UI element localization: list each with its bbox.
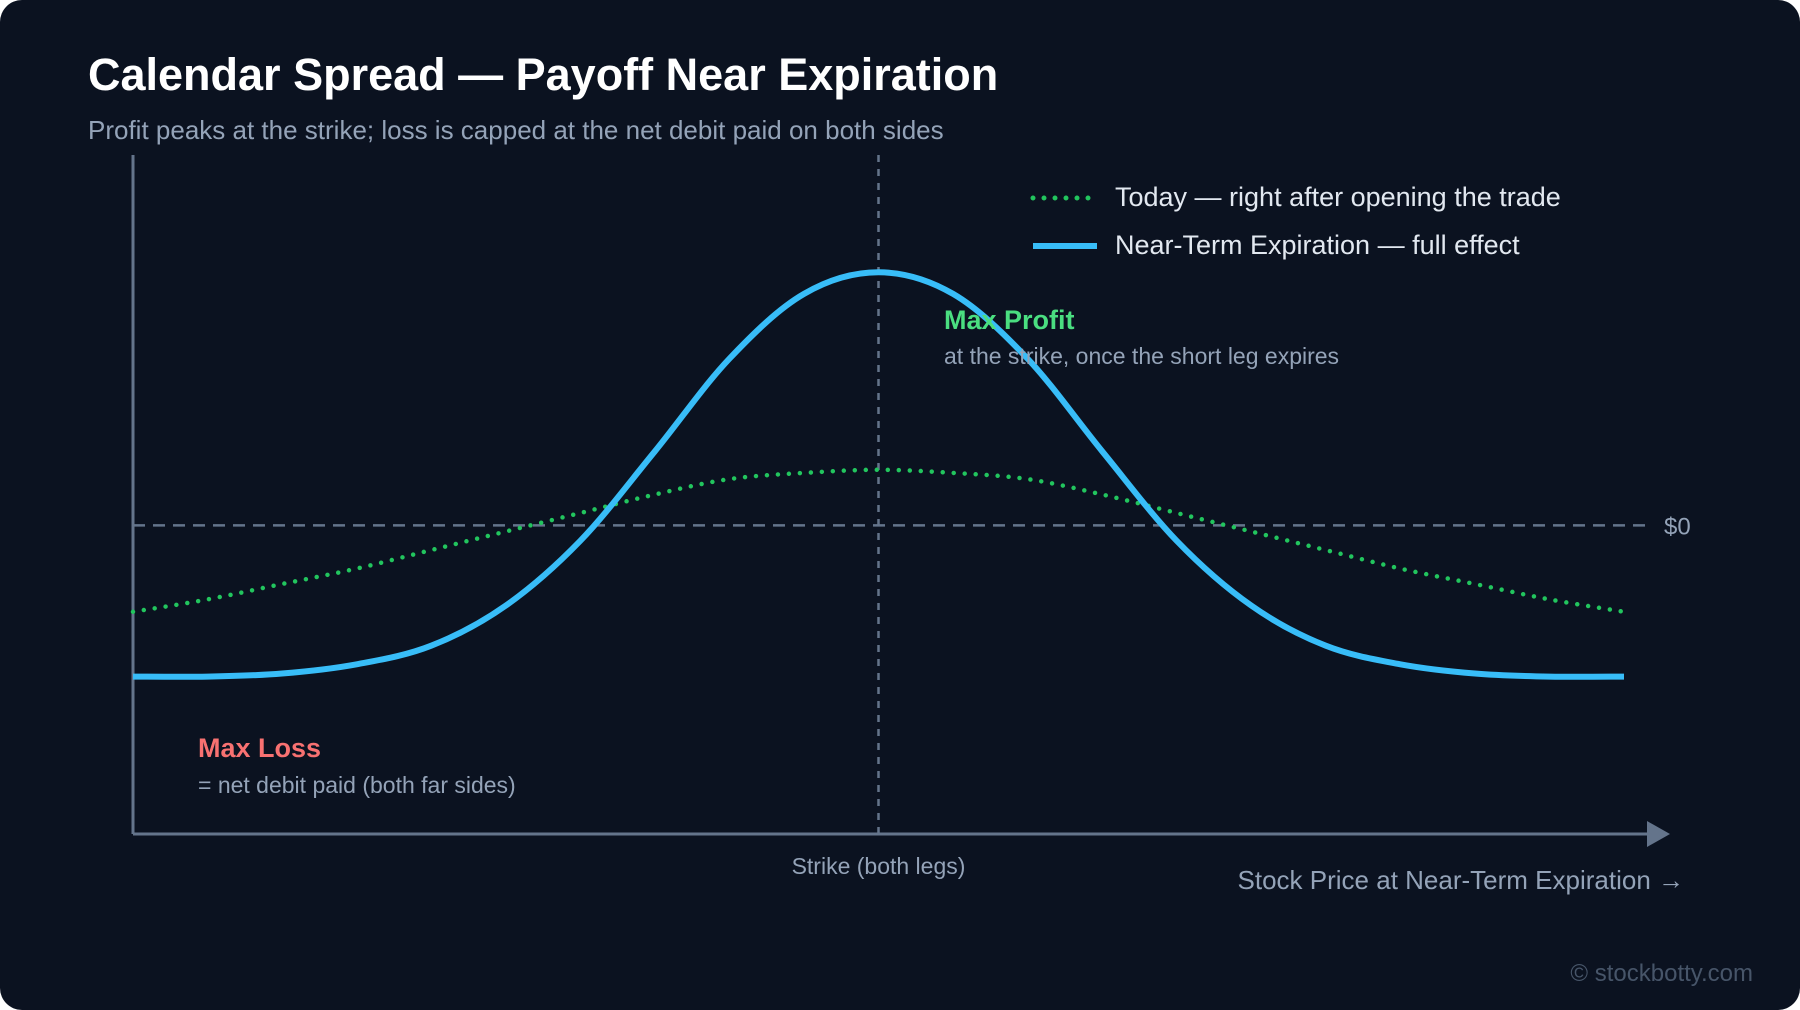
zero-tick-label: $0 xyxy=(1664,513,1691,540)
series-expiration-line xyxy=(132,269,1625,680)
max-loss-note: = net debit paid (both far sides) xyxy=(198,772,516,798)
legend-label-today: Today — right after opening the trade xyxy=(1115,182,1561,212)
strike-tick-label: Strike (both legs) xyxy=(792,853,966,879)
max-profit-note: at the strike, once the short leg expire… xyxy=(944,343,1339,369)
max-loss-title: Max Loss xyxy=(198,733,321,763)
chart-title: Calendar Spread — Payoff Near Expiration xyxy=(88,49,999,100)
legend-label-expiration: Near-Term Expiration — full effect xyxy=(1115,230,1520,260)
watermark: © stockbotty.com xyxy=(1570,960,1753,987)
series-today-line xyxy=(130,467,1627,615)
chart-subtitle: Profit peaks at the strike; loss is capp… xyxy=(88,115,944,145)
max-profit-title: Max Profit xyxy=(944,305,1075,335)
legend: Today — right after opening the trade Ne… xyxy=(1030,182,1561,260)
x-axis-label: Stock Price at Near-Term Expiration → xyxy=(1238,865,1684,895)
x-axis-arrowhead xyxy=(1647,821,1670,847)
